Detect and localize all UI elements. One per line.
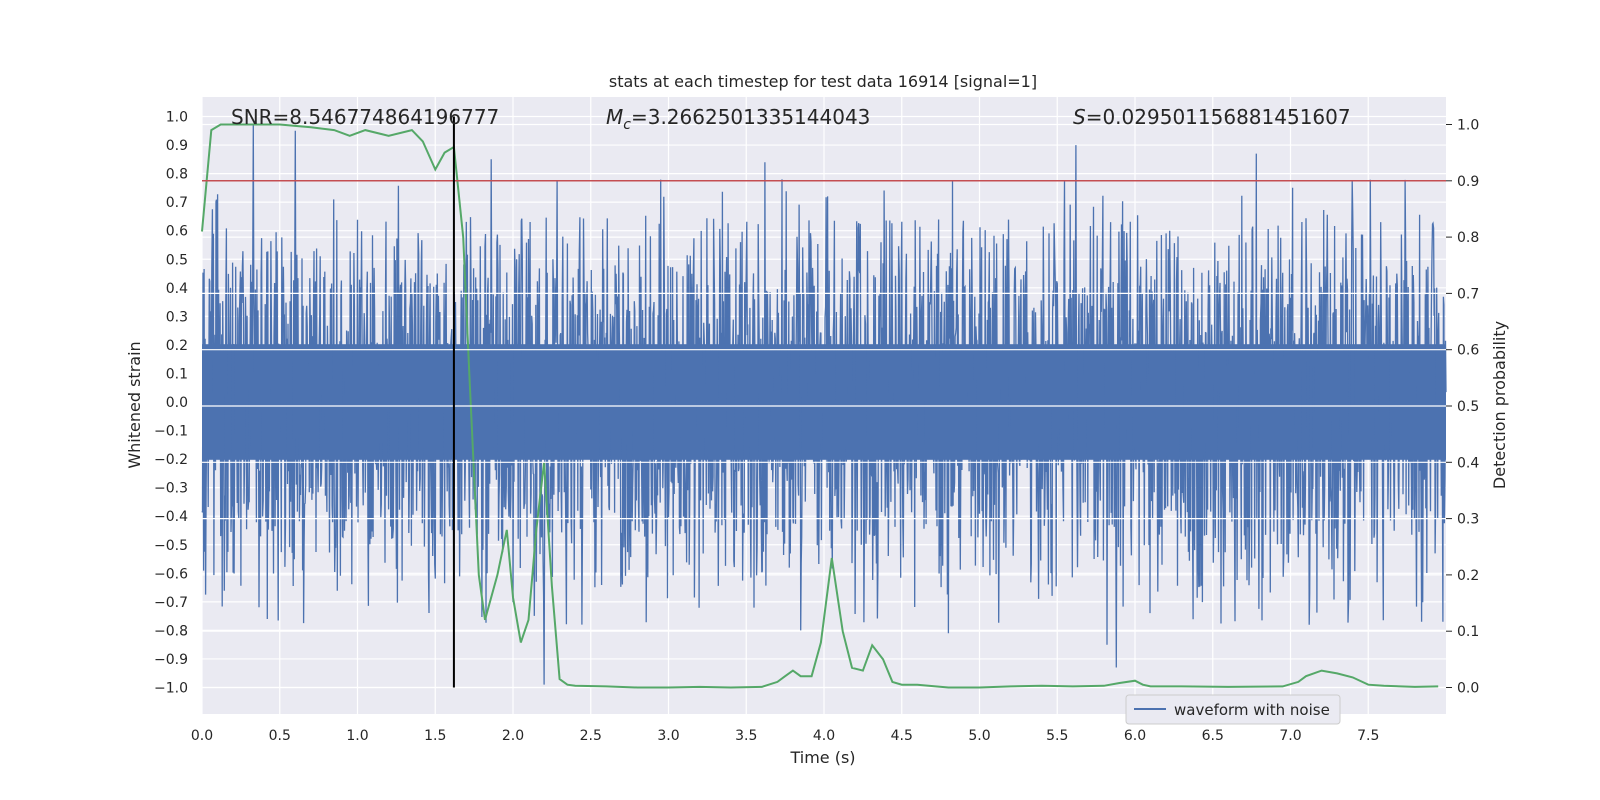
y2-tick-label: 0.9: [1457, 174, 1479, 190]
waveform-with-noise-series: [201, 125, 1447, 685]
y2-tick-label: 1.0: [1457, 118, 1479, 134]
x-tick-label: 5.5: [1046, 728, 1068, 744]
snr-annotation: SNR=8.546774864196777: [231, 105, 499, 129]
y-tick-label: 0.5: [166, 252, 188, 268]
y-tick-label: −1.0: [154, 681, 188, 697]
y2-axis-label: Detection probability: [1490, 321, 1509, 489]
s-annotation: S=0.029501156881451607: [1073, 105, 1351, 129]
y2-tick-label: 0.3: [1457, 512, 1479, 528]
y-tick-label: 0.8: [166, 167, 188, 183]
y2-tick-label: 0.1: [1457, 624, 1479, 640]
x-tick-label: 7.5: [1357, 728, 1379, 744]
x-tick-label: 4.5: [891, 728, 913, 744]
y2-tick-label: 0.4: [1457, 455, 1479, 471]
s-value: =0.029501156881451607: [1086, 105, 1351, 129]
s-symbol: S: [1073, 105, 1086, 129]
x-tick-label: 2.0: [502, 728, 524, 744]
chirp-mass-symbol: M: [606, 105, 623, 129]
detection-probability-line: [201, 123, 1439, 689]
y-tick-label: 0.1: [166, 366, 188, 382]
x-axis-ticks: 0.0 0.5 1.0 1.5 2.0 2.5 3.0 3.5 4.0 4.5 5.0 5.5 6.0 6…: [191, 728, 1380, 744]
y-tick-label: 0.6: [166, 224, 188, 240]
waveform-line: [201, 125, 1447, 685]
y-tick-label: −0.1: [154, 424, 188, 440]
y-tick-label: 0.3: [166, 309, 188, 325]
chirp-mass-value: =3.2662501335144043: [631, 105, 870, 129]
y-tick-label: −0.8: [154, 623, 188, 639]
y-tick-label: −0.4: [154, 509, 188, 525]
y-tick-label: −0.7: [154, 595, 188, 611]
legend-box: [1125, 694, 1341, 725]
x-tick-label: 1.0: [346, 728, 368, 744]
x-tick-label: 1.5: [424, 728, 446, 744]
y2-tick-label: 0.0: [1457, 681, 1479, 697]
y2-tick-label: 0.7: [1457, 286, 1479, 302]
x-tick-label: 4.0: [813, 728, 835, 744]
y2-tick-label: 0.8: [1457, 230, 1479, 246]
y2-axis-ticks: 1.0 0.9 0.8 0.7 0.6 0.5 0.4 0.3 0.2 0.1 0.0: [1446, 118, 1479, 697]
legend-label: waveform with noise: [1174, 701, 1330, 719]
y-tick-label: −0.9: [154, 652, 188, 668]
y2-tick-label: 0.5: [1457, 399, 1479, 415]
x-tick-label: 0.0: [191, 728, 213, 744]
x-tick-label: 3.5: [735, 728, 757, 744]
y-axis-ticks: 1.0 0.9 0.8 0.7 0.6 0.5 0.4 0.3 0.2 0.1 0.0 −0.1 −0.…: [154, 110, 188, 697]
y-tick-label: −0.5: [154, 538, 188, 554]
x-axis-label: Time (s): [789, 748, 855, 767]
chirp-mass-subscript: c: [623, 117, 631, 133]
y2-tick-label: 0.6: [1457, 343, 1479, 359]
chirp-mass-annotation: Mc=3.2662501335144043: [606, 105, 870, 133]
y-tick-label: 0.7: [166, 195, 188, 211]
y2-tick-label: 0.2: [1457, 568, 1479, 584]
x-tick-label: 3.0: [657, 728, 679, 744]
detection-probability-series: [201, 123, 1439, 689]
y-tick-label: 0.4: [166, 281, 188, 297]
y-tick-label: 0.9: [166, 138, 188, 154]
x-tick-label: 6.5: [1202, 728, 1224, 744]
x-tick-label: 7.0: [1279, 728, 1301, 744]
x-tick-label: 5.0: [968, 728, 990, 744]
overlays: [202, 116, 1446, 688]
chart-title: stats at each timestep for test data 169…: [609, 72, 1037, 91]
y-tick-label: 1.0: [166, 110, 188, 126]
legend: waveform with noise: [1125, 694, 1341, 725]
y-tick-label: −0.3: [154, 481, 188, 497]
y-tick-label: 0.2: [166, 338, 188, 354]
x-tick-label: 6.0: [1124, 728, 1146, 744]
y-axis-label: Whitened strain: [125, 341, 144, 468]
y-tick-label: 0.0: [166, 395, 188, 411]
y-tick-label: −0.6: [154, 566, 188, 582]
x-tick-label: 0.5: [269, 728, 291, 744]
y-tick-label: −0.2: [154, 452, 188, 468]
x-tick-label: 2.5: [580, 728, 602, 744]
